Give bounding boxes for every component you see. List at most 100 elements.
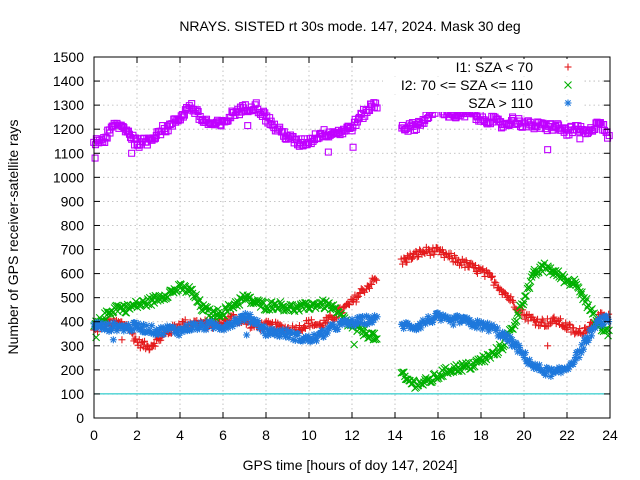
data-point [563, 325, 571, 333]
x-tick-label: 6 [219, 427, 227, 443]
data-point [194, 108, 202, 116]
data-point [371, 335, 380, 344]
y-tick-label: 1200 [53, 121, 84, 137]
data-point [220, 311, 229, 320]
legend-entry-bg [383, 59, 583, 76]
data-point [192, 290, 201, 299]
data-point [117, 302, 126, 311]
legend: I1: SZA < 70 I2: 70 <= SZA <= 110 SZA > 11… [383, 59, 583, 112]
data-point [365, 284, 373, 292]
data-point [473, 269, 481, 277]
data-point [192, 107, 200, 115]
data-point [368, 329, 377, 337]
data-point [474, 355, 483, 364]
data-point [491, 278, 499, 286]
data-point [485, 269, 493, 277]
data-point [588, 309, 597, 318]
data-point [235, 301, 244, 309]
data-point [91, 154, 99, 162]
data-point [241, 296, 250, 305]
data-point [497, 343, 506, 352]
data-point [190, 105, 198, 113]
y-tick-label: 100 [61, 386, 85, 402]
data-point [431, 314, 439, 322]
data-point [469, 260, 477, 268]
data-point [521, 349, 529, 357]
data-point [302, 298, 310, 307]
legend-marker [564, 81, 572, 89]
data-point [582, 294, 591, 303]
data-point [144, 300, 153, 309]
data-point [449, 321, 457, 329]
data-point [246, 311, 254, 319]
data-point [509, 296, 517, 304]
data-point [482, 355, 491, 364]
x-tick-label: 12 [344, 427, 360, 443]
legend-label: SZA > 110 [468, 95, 533, 111]
data-point [479, 265, 487, 273]
series-sza-110 [90, 309, 613, 380]
data-point [403, 258, 411, 266]
data-point [522, 291, 530, 300]
data-point [510, 321, 519, 330]
legend-label: I1: SZA < 70 [456, 59, 534, 75]
data-point [373, 276, 381, 284]
data-point [589, 127, 597, 135]
y-tick-label: 1300 [53, 97, 84, 113]
data-point [321, 133, 329, 141]
data-point [544, 146, 552, 154]
data-point [313, 337, 321, 345]
data-point [353, 293, 361, 301]
data-point [519, 300, 528, 309]
data-point [424, 114, 432, 122]
y-tick-label: 900 [61, 193, 85, 209]
data-point [153, 297, 162, 305]
data-point [590, 309, 599, 318]
data-point [494, 348, 503, 357]
data-point [555, 316, 563, 324]
data-point [348, 127, 356, 135]
data-point [128, 149, 136, 157]
data-point [550, 313, 558, 321]
data-point [352, 298, 360, 306]
data-point [243, 331, 251, 339]
data-point [398, 368, 407, 377]
data-points [90, 99, 613, 393]
data-point [463, 259, 471, 267]
data-point [579, 345, 587, 353]
data-point [311, 130, 319, 138]
data-point [132, 335, 140, 343]
data-point [467, 259, 475, 267]
data-point [368, 280, 376, 288]
data-point [181, 316, 189, 324]
data-point [143, 141, 151, 149]
data-point [513, 309, 522, 317]
data-point [407, 255, 415, 263]
data-point [109, 336, 117, 344]
data-point [554, 120, 562, 128]
data-point [572, 280, 581, 289]
data-point [266, 114, 274, 122]
legend-marker [564, 63, 572, 71]
data-point [372, 99, 380, 107]
data-point [354, 292, 362, 300]
y-tick-label: 300 [61, 338, 85, 354]
x-tick-label: 10 [301, 427, 317, 443]
data-point [585, 336, 593, 344]
data-point [129, 326, 137, 334]
data-point [151, 342, 159, 350]
data-point [588, 332, 596, 340]
data-point [416, 246, 424, 254]
data-point [486, 120, 495, 128]
data-point [152, 132, 160, 140]
data-point [435, 247, 443, 255]
data-point [543, 315, 551, 323]
data-point [173, 116, 181, 124]
data-point [426, 251, 434, 259]
data-point [488, 272, 496, 280]
data-point [295, 307, 303, 315]
data-point [345, 123, 353, 131]
y-tick-label: 700 [61, 242, 85, 258]
legend-label: I2: 70 <= SZA <= 110 [401, 77, 533, 93]
data-point [539, 317, 547, 325]
